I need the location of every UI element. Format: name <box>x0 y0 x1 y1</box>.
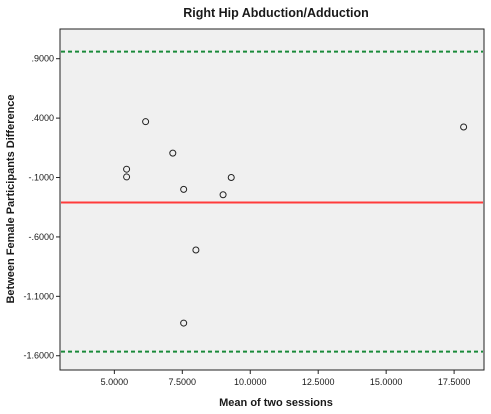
x-tick-label: 5.0000 <box>101 377 129 387</box>
x-axis-ticks: 5.0000 7.5000 10.0000 12.5000 15.0000 17.5000 <box>101 370 471 387</box>
y-tick-label: .4000 <box>31 113 54 123</box>
chart-title: Right Hip Abduction/Adduction <box>183 6 369 20</box>
x-tick-label: 17.5000 <box>438 377 471 387</box>
reference-lines <box>61 50 483 353</box>
x-tick-label: 15.0000 <box>370 377 403 387</box>
data-point <box>460 123 468 131</box>
x-tick-label: 10.0000 <box>234 377 267 387</box>
x-tick-label: 12.5000 <box>302 377 335 387</box>
x-tick-label: 7.5000 <box>169 377 197 387</box>
plot-area <box>59 28 485 371</box>
y-tick-label: -1.6000 <box>23 351 54 361</box>
y-tick-label: -.6000 <box>28 232 54 242</box>
data-point <box>123 165 131 173</box>
y-tick-label: -.1000 <box>28 173 54 183</box>
y-tick-label: -1.1000 <box>23 291 54 301</box>
data-point <box>192 246 200 254</box>
data-point <box>180 185 188 193</box>
y-tick-label: .9000 <box>31 54 54 64</box>
x-axis-label: Mean of two sessions <box>219 397 333 409</box>
data-point <box>123 173 131 181</box>
y-axis-ticks: .9000 .4000 -.1000 -.6000 -1.1000 -1.6000 <box>23 54 60 361</box>
data-points <box>123 118 468 327</box>
data-point <box>169 149 177 157</box>
data-point <box>180 319 188 327</box>
data-point <box>227 174 235 182</box>
data-point <box>219 191 227 199</box>
y-axis-label: Between Female Participants Difference <box>5 94 17 303</box>
data-point <box>142 118 150 126</box>
